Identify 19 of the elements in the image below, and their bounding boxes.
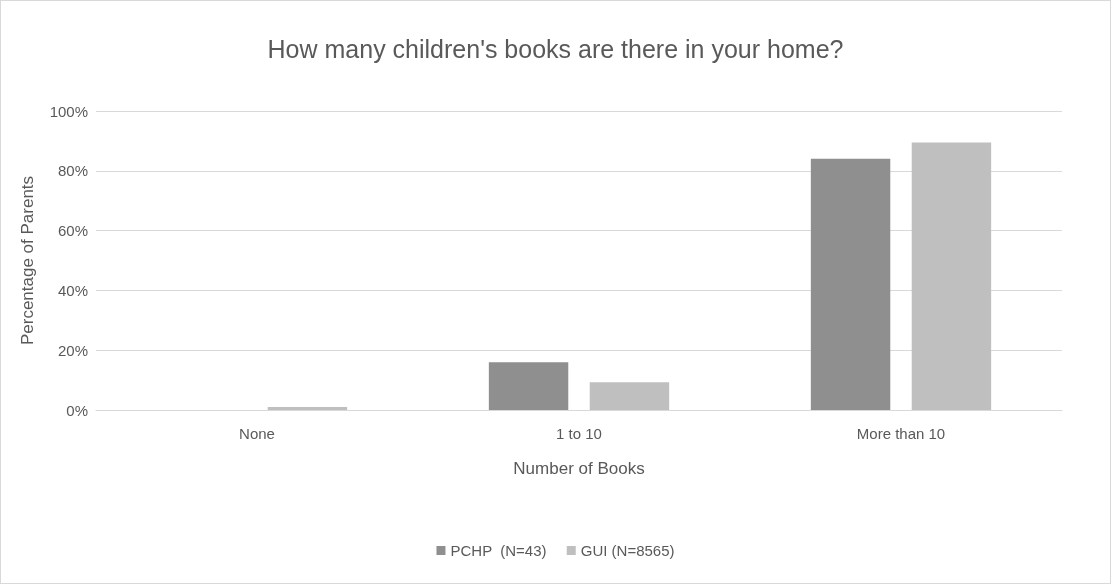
y-tick-label: 60%: [57, 222, 88, 240]
bar: [589, 382, 670, 410]
bar: [488, 362, 569, 410]
legend-label: GUI (N=8565): [580, 542, 675, 559]
y-tick-label: 40%: [57, 281, 88, 299]
y-tick-label: 80%: [57, 162, 88, 180]
x-tick-label: 1 to 10: [556, 425, 602, 442]
bar: [267, 407, 348, 410]
x-tick-label: None: [239, 425, 275, 442]
bar: [911, 142, 992, 410]
y-axis-title: Percentage of Parents: [18, 175, 37, 346]
chart-title: How many children's books are there in your home?: [267, 34, 844, 63]
y-tick-label: 100%: [49, 102, 88, 120]
y-tick-label: 0%: [66, 401, 88, 419]
x-tick-label: More than 10: [856, 425, 946, 442]
legend-label: PCHP (N=43): [450, 542, 547, 559]
y-tick-label: 20%: [57, 341, 88, 359]
x-axis-title: Number of Books: [513, 459, 645, 478]
bar: [810, 158, 891, 410]
